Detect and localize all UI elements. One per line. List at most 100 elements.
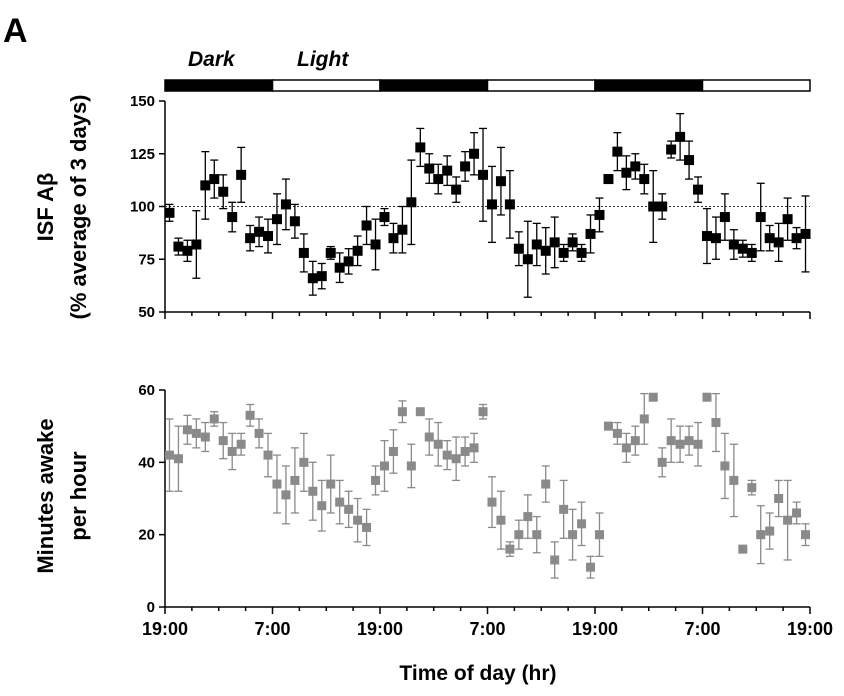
- data-point: [335, 497, 345, 507]
- data-point: [729, 475, 739, 485]
- data-point: [693, 439, 703, 449]
- x-tick-label: 7:00: [469, 619, 505, 639]
- data-point: [361, 220, 372, 231]
- data-point: [630, 436, 640, 446]
- data-point: [478, 407, 488, 417]
- light-period-bar: [486, 79, 596, 92]
- data-point: [218, 186, 229, 197]
- data-point: [559, 504, 569, 514]
- data-point: [433, 439, 443, 449]
- data-point: [308, 486, 318, 496]
- data-point: [568, 530, 578, 540]
- data-point: [558, 247, 569, 258]
- data-point: [245, 233, 256, 244]
- top-y-axis-label: ISF Aβ (% average of 3 days): [33, 95, 91, 320]
- data-point: [281, 490, 291, 500]
- data-point: [621, 167, 632, 178]
- data-point: [531, 239, 542, 250]
- data-point: [612, 428, 622, 438]
- data-point: [344, 504, 354, 514]
- data-point: [603, 421, 613, 431]
- data-point: [182, 425, 192, 435]
- dark-period-bar: [379, 79, 489, 92]
- data-point: [719, 212, 730, 223]
- data-point: [693, 184, 704, 195]
- data-point: [209, 414, 219, 424]
- data-point: [701, 231, 712, 242]
- data-point: [173, 241, 184, 252]
- data-point: [577, 519, 587, 529]
- data-point: [567, 237, 578, 248]
- data-point: [728, 239, 739, 250]
- data-point: [684, 155, 695, 166]
- data-point: [621, 443, 631, 453]
- data-point: [397, 407, 407, 417]
- x-tick-label: 19:00: [357, 619, 403, 639]
- data-point: [299, 457, 309, 467]
- data-point: [424, 163, 435, 174]
- data-point: [370, 239, 381, 250]
- data-point: [747, 483, 757, 493]
- data-point: [209, 174, 220, 185]
- data-point: [505, 544, 515, 554]
- data-point: [290, 475, 300, 485]
- data-point: [379, 461, 389, 471]
- data-point: [460, 446, 470, 456]
- data-point: [478, 169, 489, 180]
- panel-label: A: [3, 12, 28, 50]
- data-point: [800, 228, 811, 239]
- data-point: [783, 515, 793, 525]
- data-point: [586, 562, 596, 572]
- data-point: [522, 254, 533, 265]
- data-point: [451, 454, 461, 464]
- data-point: [792, 508, 802, 518]
- data-point: [352, 245, 363, 256]
- data-point: [657, 457, 667, 467]
- data-point: [424, 432, 434, 442]
- data-point: [317, 501, 327, 511]
- data-point: [263, 231, 274, 242]
- data-point: [406, 461, 416, 471]
- data-point: [486, 199, 497, 210]
- data-point: [648, 201, 659, 212]
- y-tick-label: 60: [138, 382, 155, 399]
- data-point: [612, 146, 623, 157]
- data-point: [254, 428, 264, 438]
- bottom-y-axis-label: Minutes awake per hour: [33, 418, 91, 573]
- data-point: [316, 271, 327, 282]
- data-point: [746, 247, 757, 258]
- data-point: [442, 450, 452, 460]
- data-point: [182, 245, 193, 256]
- data-point: [541, 479, 551, 489]
- data-point: [164, 207, 175, 218]
- data-point: [550, 555, 560, 565]
- data-point: [666, 144, 677, 155]
- data-point: [603, 174, 614, 185]
- data-point: [334, 262, 345, 273]
- data-point: [755, 212, 766, 223]
- x-tick-label: 19:00: [572, 619, 618, 639]
- data-point: [774, 494, 784, 503]
- bottom-ylabel-line1: Minutes awake: [33, 418, 58, 573]
- data-point: [675, 131, 686, 142]
- data-point: [469, 443, 479, 453]
- data-point: [720, 461, 730, 471]
- data-point: [191, 239, 202, 250]
- data-point: [496, 515, 506, 525]
- data-point: [442, 165, 453, 176]
- data-point: [576, 247, 587, 258]
- data-point: [532, 530, 542, 540]
- data-point: [756, 530, 766, 540]
- data-point: [639, 414, 649, 424]
- data-point: [648, 392, 658, 402]
- y-tick-label: 0: [147, 599, 155, 616]
- light-period-bar: [271, 79, 381, 92]
- data-point: [164, 450, 174, 460]
- data-point: [263, 450, 273, 460]
- data-point: [487, 497, 497, 507]
- data-point: [326, 479, 336, 489]
- data-point: [495, 176, 506, 187]
- data-point: [764, 233, 775, 244]
- data-point: [469, 148, 480, 159]
